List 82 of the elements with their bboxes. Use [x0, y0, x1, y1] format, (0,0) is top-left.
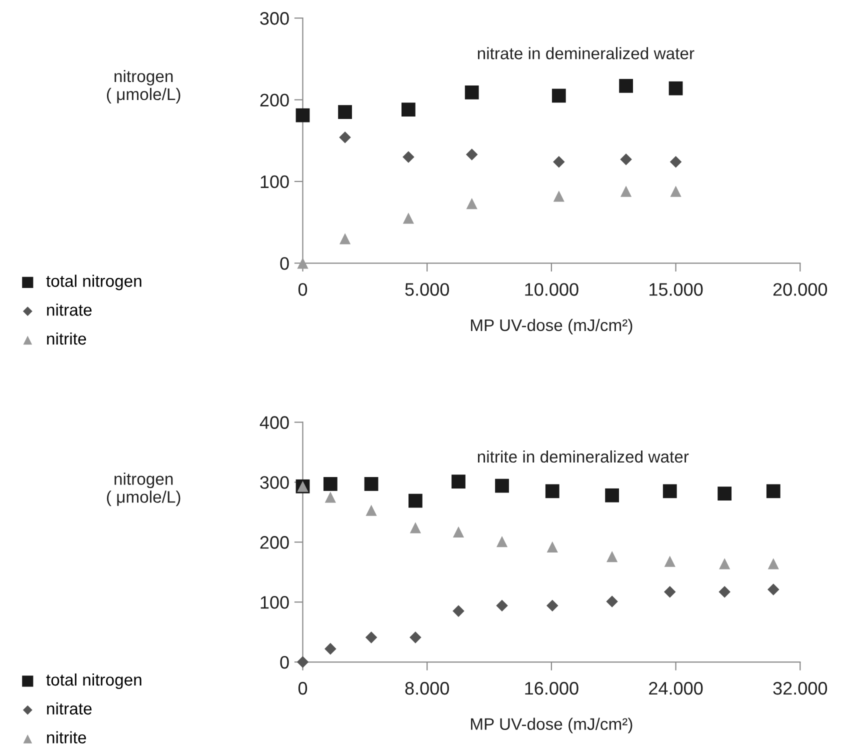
x-axis-title: MP UV-dose (mJ/cm²) [471, 718, 632, 734]
y-tick-label: 0 [280, 257, 289, 270]
point [339, 131, 351, 144]
point [718, 586, 730, 598]
x-tick-label: 8.000 [405, 682, 449, 695]
legend-label: nitrite [47, 332, 86, 345]
text: nitrate in demineralized water [478, 47, 694, 60]
legend-label: nitrate [47, 304, 92, 316]
point [546, 541, 558, 552]
point [339, 233, 351, 244]
text: nitrite in demineralized water [478, 450, 689, 463]
x-axis-title: MP UV-dose (mJ/cm²) [471, 318, 632, 334]
point [620, 186, 632, 197]
point [452, 605, 464, 617]
point [466, 148, 478, 160]
point [606, 596, 618, 608]
point [620, 154, 632, 166]
point [410, 632, 422, 644]
point [366, 504, 377, 516]
x-tick-label: 15.000 [650, 283, 703, 296]
y-axis-title: nitrogen ( μmole/L) [106, 70, 180, 104]
y-tick-label: 300 [260, 12, 289, 25]
y-tick-label: 100 [260, 175, 289, 188]
point [452, 526, 464, 538]
legend-label: total nitrogen [46, 274, 142, 290]
point [545, 484, 560, 498]
point [668, 81, 683, 96]
y-tick-label: 300 [260, 476, 289, 489]
point [323, 477, 338, 491]
point [662, 484, 677, 498]
point [408, 494, 422, 508]
y-tick-label: 200 [260, 94, 289, 106]
point [410, 522, 421, 534]
point [466, 198, 478, 210]
point [402, 212, 414, 224]
point [464, 85, 479, 100]
legend-label: nitrate [47, 702, 92, 715]
point [766, 484, 780, 498]
point [768, 558, 779, 570]
x-tick-label: 20.000 [773, 283, 828, 296]
y-tick-label: 400 [260, 416, 289, 429]
point [496, 600, 508, 612]
point [605, 488, 619, 502]
point [664, 586, 676, 598]
point [324, 642, 336, 655]
point [552, 88, 566, 103]
legend-label: nitrite [47, 731, 86, 744]
x-tick-label: 24.000 [649, 682, 703, 695]
point [297, 258, 308, 269]
point [364, 477, 378, 491]
x-tick-label: 10.000 [525, 283, 578, 296]
x-tick-label: 0 [298, 283, 308, 296]
y-tick-label: 200 [260, 536, 289, 549]
x-tick-label: 16.000 [525, 682, 578, 695]
y-tick-label: 0 [280, 656, 289, 669]
legend-label: total nitrogen [46, 673, 142, 690]
point [296, 108, 310, 122]
point [606, 550, 618, 562]
point [670, 186, 682, 197]
x-tick-label: 5.000 [405, 283, 449, 296]
point [495, 478, 509, 493]
x-tick-label: 0 [298, 682, 308, 695]
point [401, 102, 416, 117]
point [768, 584, 780, 596]
y-tick-label: 100 [260, 596, 289, 609]
point [670, 156, 682, 168]
point [338, 105, 352, 119]
y-axis-title: nitrogen ( μmole/L) [106, 472, 180, 506]
point [546, 600, 558, 612]
point [664, 556, 676, 567]
x-tick-label: 32.000 [773, 682, 828, 695]
point [402, 151, 414, 163]
point [496, 536, 508, 548]
point [324, 492, 336, 503]
point [553, 156, 565, 168]
point [718, 486, 732, 501]
point [553, 190, 564, 202]
point [296, 656, 309, 668]
point [365, 632, 378, 644]
point [719, 558, 730, 570]
point [452, 474, 466, 489]
point [619, 78, 633, 93]
